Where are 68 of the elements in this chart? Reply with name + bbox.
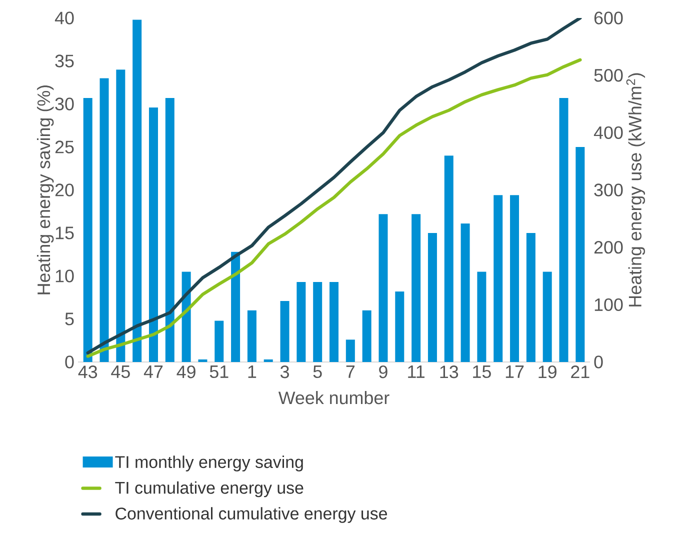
bar [280, 300, 290, 362]
x-tick-label: 15 [473, 366, 491, 378]
y-tick-label: 15 [56, 226, 74, 240]
y-tick-label: 35 [55, 54, 74, 68]
y2-tick-label: 0 [594, 356, 603, 368]
bar [264, 359, 273, 362]
y-tick-label: 20 [55, 184, 74, 196]
x-tick-label: 43 [78, 366, 98, 378]
bar [477, 272, 486, 362]
legend-label: Conventional cumulative energy use [116, 507, 387, 523]
x-tick-label: 49 [176, 366, 196, 378]
x-tick-label: 7 [346, 366, 355, 378]
bar [132, 20, 142, 362]
legend-label: TI cumulative energy use [115, 481, 304, 498]
x-tick-label: 5 [313, 366, 322, 378]
bar [559, 98, 568, 362]
bar [362, 310, 372, 362]
bar [330, 282, 339, 362]
y-tick-label: 10 [56, 270, 74, 282]
bar [247, 310, 256, 362]
y-tick-label: 30 [55, 98, 74, 110]
bar [412, 214, 421, 362]
x-tick-label: 13 [440, 366, 458, 378]
bar [542, 272, 552, 362]
bar [526, 233, 536, 362]
x-tick-label: 21 [571, 366, 590, 378]
y-axis-title: Heating energy saving (%) [36, 86, 54, 294]
y-tick-label: 40 [54, 12, 74, 24]
x-tick-label: 51 [210, 366, 228, 378]
y2-tick-label: 600 [594, 12, 623, 24]
bar [395, 291, 404, 362]
bar [444, 156, 454, 362]
x-tick-label: 1 [248, 366, 256, 378]
y-tick-label: 0 [65, 356, 74, 368]
y2-tick-label: 200 [594, 240, 623, 254]
bar [428, 233, 437, 362]
y2-tick-label: 100 [594, 298, 623, 312]
bar [378, 214, 388, 362]
x-tick-label: 9 [379, 366, 388, 378]
y2-tick-label: 500 [594, 68, 623, 82]
bar [346, 340, 355, 362]
y-tick-label: 25 [55, 140, 74, 154]
x-tick-label: 3 [280, 366, 289, 378]
x-axis-title: Week number [278, 391, 390, 404]
bar [296, 282, 306, 362]
legend-label: TI monthly energy saving [115, 456, 303, 472]
x-tick-label: 47 [144, 366, 163, 378]
bar [494, 195, 503, 362]
y2-tick-label: 400 [594, 126, 623, 140]
bar [100, 78, 109, 362]
bar [510, 195, 520, 362]
bar [148, 107, 158, 362]
bar [165, 98, 174, 362]
bar [460, 224, 470, 362]
bar [576, 147, 585, 362]
bar [231, 252, 240, 362]
bar [214, 320, 224, 362]
bar [116, 70, 126, 362]
bar [198, 359, 208, 362]
y2-axis-title: Heating energy use (kWh/m$^{2}$) [626, 73, 646, 306]
x-tick-label: 19 [538, 366, 556, 378]
bar [313, 282, 322, 362]
x-tick-label: 45 [111, 366, 130, 378]
x-tick-label: 17 [506, 366, 524, 378]
y-tick-label: 5 [65, 312, 74, 326]
x-tick-label: 11 [408, 366, 424, 378]
y2-tick-label: 300 [594, 184, 623, 196]
bar [83, 98, 92, 362]
